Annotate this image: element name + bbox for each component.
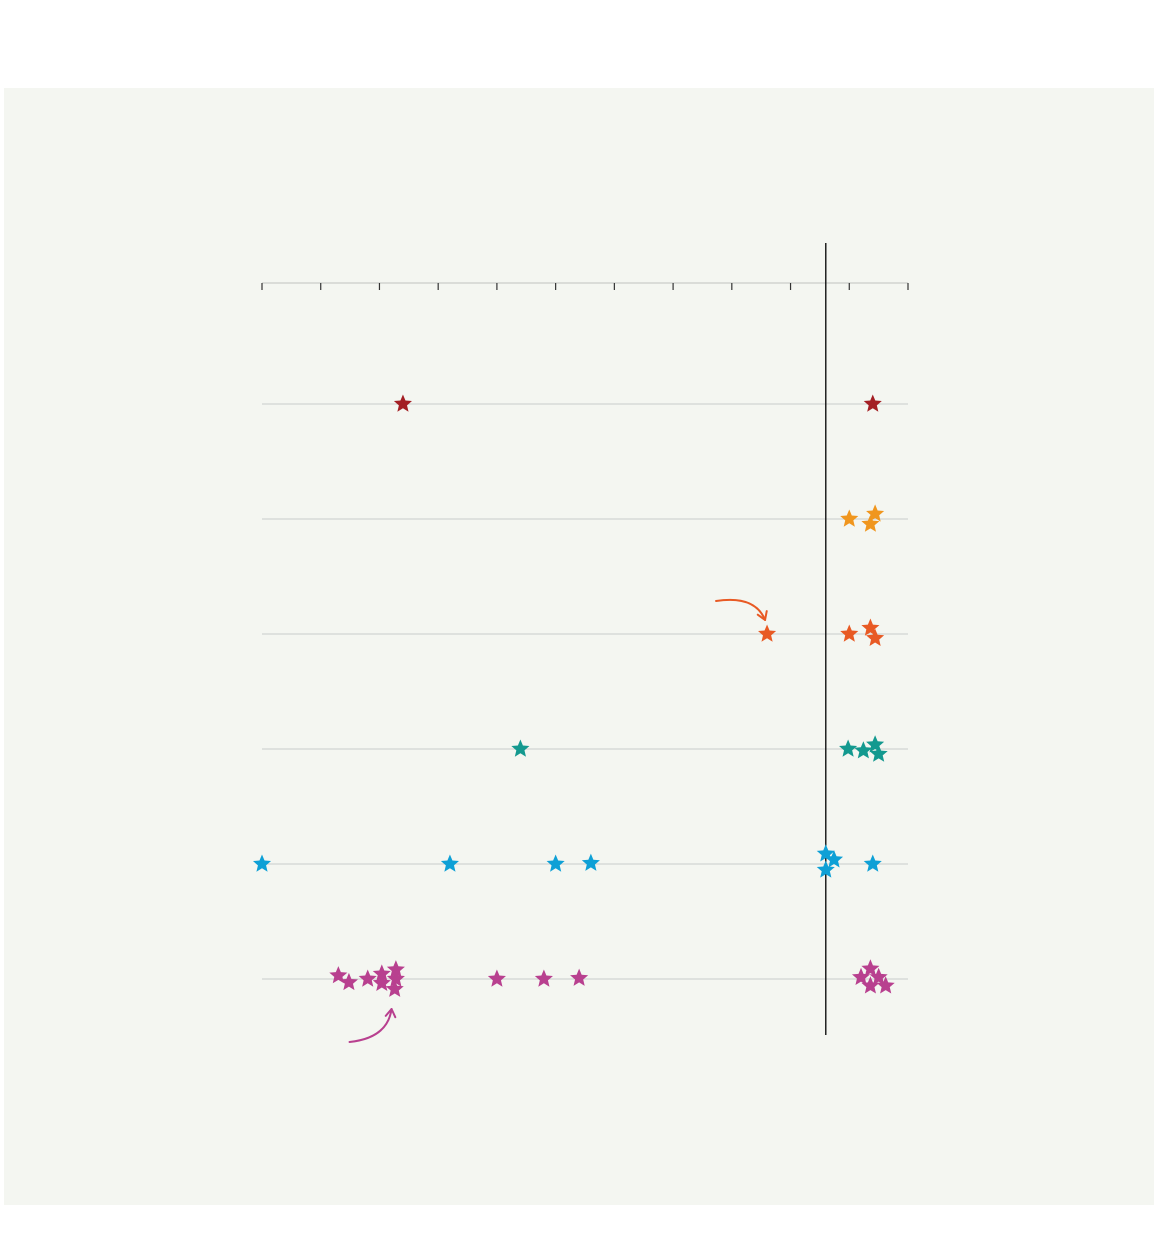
annotation-arrowhead-1	[384, 1008, 397, 1019]
star-point-3-1	[839, 739, 858, 757]
star-point-4-2	[546, 854, 565, 872]
star-point-1-0	[840, 509, 859, 527]
star-point-5-3	[372, 964, 391, 982]
star-point-3-2	[854, 741, 873, 759]
strip-chart	[4, 88, 1154, 1205]
star-point-2-0	[758, 624, 777, 642]
star-point-0-0	[393, 394, 412, 412]
star-point-3-0	[511, 739, 530, 757]
star-point-3-4	[869, 744, 888, 762]
star-point-5-8	[487, 969, 506, 987]
star-point-5-1	[339, 972, 358, 991]
star-point-4-6	[816, 860, 835, 878]
star-point-5-14	[869, 967, 888, 985]
star-point-5-2	[358, 969, 377, 987]
star-point-5-5	[386, 960, 405, 978]
star-point-5-0	[329, 966, 348, 984]
star-point-5-6	[386, 969, 405, 987]
star-point-5-7	[385, 979, 404, 997]
chart-panel	[4, 88, 1154, 1205]
star-point-0-1	[863, 394, 882, 412]
star-point-4-0	[252, 854, 272, 872]
star-point-5-12	[861, 959, 880, 977]
annotation-arrowhead-0	[756, 610, 768, 621]
star-point-5-13	[861, 976, 880, 994]
star-point-2-3	[866, 628, 885, 646]
annotation-arrow-1	[348, 1008, 393, 1043]
star-point-1-2	[861, 514, 880, 532]
star-point-4-7	[863, 854, 882, 872]
star-point-4-1	[440, 854, 459, 872]
star-point-5-15	[876, 976, 895, 994]
star-point-5-9	[534, 969, 553, 987]
star-point-5-10	[570, 968, 589, 986]
star-point-2-1	[840, 624, 859, 642]
star-point-5-11	[851, 967, 871, 985]
star-point-4-3	[581, 853, 600, 871]
annotation-arrow-0	[715, 598, 767, 621]
star-point-4-5	[824, 850, 844, 868]
